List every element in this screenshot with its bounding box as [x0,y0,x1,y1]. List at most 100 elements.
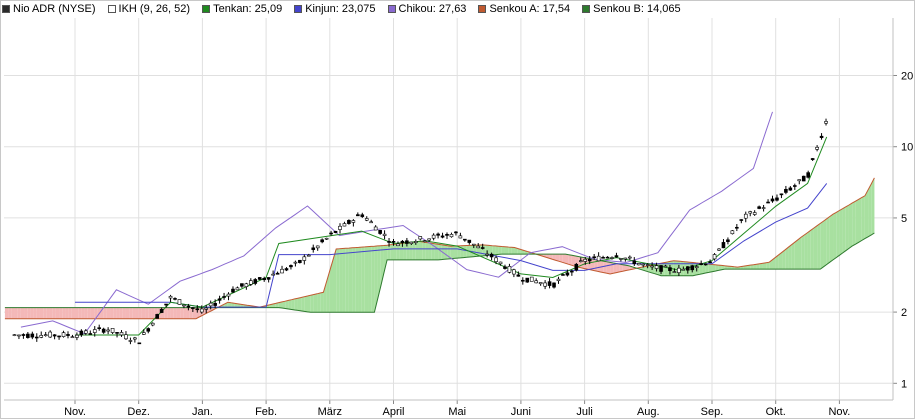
candle-body [373,226,378,231]
cloud-segment [151,307,155,319]
y-tick-label: 10 [901,142,913,154]
candle-body [538,282,543,285]
candle-body [681,268,686,271]
candle-body [467,239,472,243]
cloud-segment [371,246,375,313]
chikou-line [20,111,773,335]
cloud-segment [81,307,85,319]
candle-body [12,334,17,336]
cloud-segment [390,244,394,260]
cloud-segment [450,246,455,259]
cloud-segment [332,249,337,313]
candle-body [378,230,382,234]
candle-body [739,219,744,221]
cloud-segment [839,208,843,256]
cloud-segment [339,248,343,313]
cloud-segment [498,246,502,255]
cloud-segment [192,307,197,319]
candle-body [672,271,677,273]
cloud-segment [517,248,521,255]
candle-body [159,308,164,313]
cloud-segment [129,307,133,319]
cloud-segment [393,244,397,260]
cloud-segment [743,265,748,270]
indicator-lines [4,111,875,336]
candle-body [298,259,302,263]
candle-body [124,334,128,340]
cloud-segment [14,307,18,319]
candle-body [289,265,293,268]
candle-body [610,257,614,259]
candle-body [574,263,579,271]
cloud-segment [616,263,620,273]
cloud-segment [285,300,289,309]
candle-body [556,278,561,281]
candle-body [342,223,347,227]
cloud-segment [17,307,21,319]
x-tick-label: Sep. [701,406,724,418]
candle-body [628,256,632,259]
candle-body [400,240,405,244]
cloud-segment [718,265,722,271]
candle-body [302,256,307,261]
kijun-line [75,183,828,308]
candle-body [793,185,797,187]
cloud-segment [568,254,572,266]
cloud-segment [27,307,31,319]
y-tick-label: 1 [901,378,907,390]
cloud-segment [409,242,413,260]
legend-swatch-price [2,5,10,13]
cloud-segment [4,307,9,319]
cloud-segment [8,307,12,319]
cloud-segment [785,247,789,270]
candle-body [128,340,133,342]
candle-body [70,336,75,339]
cloud-segment [807,230,811,270]
cloud-segment [307,295,311,313]
cloud-segment [326,270,330,313]
cloud-segment [320,292,324,313]
cloud-segment [164,307,168,319]
candle-body [650,265,654,268]
candle-body [784,188,788,193]
cloud-segment [138,307,142,319]
candle-body [810,158,815,160]
legend-item-senkou-b: Senkou B: 14,065 [582,2,681,16]
cloud-segment [11,307,15,319]
candle-body [34,336,39,339]
candle-body [476,245,481,249]
legend-swatch-ikh [107,5,116,13]
cloud-segment [772,257,776,270]
legend-swatch-senkou-b [582,5,591,13]
cloud-segment [565,254,569,265]
cloud-segment [495,245,499,255]
candle-body [619,258,623,260]
candle-body [699,263,703,265]
candle-body [137,342,142,345]
x-tick-label: Feb. [255,406,277,418]
candle-body [561,274,565,276]
candle-body [324,237,329,240]
candle-body [552,282,556,288]
cloud-segment [173,307,177,319]
candle-body [489,253,494,258]
cloud-segment [606,261,611,274]
cloud-segment [145,307,149,319]
candle-body [271,273,275,276]
candle-body [663,265,668,268]
cloud-segment [756,263,760,270]
cloud-segment [170,307,174,319]
candle-body [463,238,467,241]
cloud-segment [39,307,44,319]
cloud-segment [418,241,423,260]
candle-body [601,257,605,259]
candle-body [521,279,525,282]
cloud-segment [810,227,814,270]
candle-body [88,333,93,335]
candle-body [485,253,489,256]
candle-body [445,233,449,236]
cloud-segment [141,307,146,319]
cloud-segment [555,254,560,262]
candle-body [413,241,418,243]
candle-body [240,283,244,287]
